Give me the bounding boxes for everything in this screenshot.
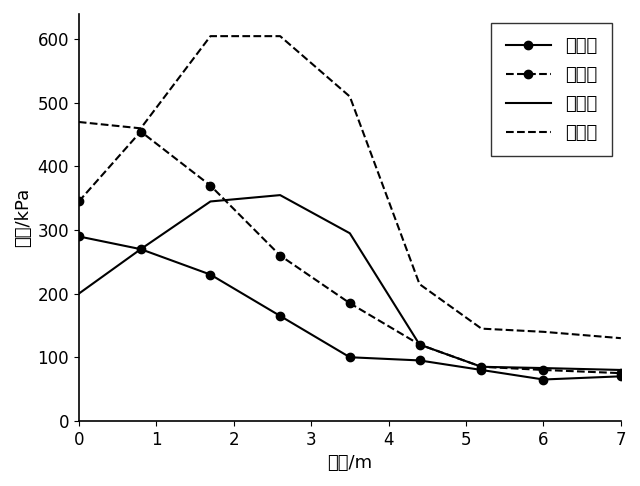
荷位一: [540, 377, 547, 382]
荷位二: [137, 129, 145, 135]
荷位四: [75, 119, 83, 125]
荷位四: [540, 329, 547, 335]
荷位三: [540, 365, 547, 371]
荷位二: [540, 367, 547, 373]
荷位三: [477, 364, 485, 370]
荷位四: [137, 125, 145, 131]
X-axis label: 距离/m: 距离/m: [327, 454, 372, 472]
荷位三: [75, 291, 83, 296]
荷位一: [477, 367, 485, 373]
荷位四: [207, 33, 214, 39]
荷位三: [207, 199, 214, 205]
荷位三: [617, 367, 625, 373]
荷位三: [137, 246, 145, 252]
荷位三: [346, 230, 354, 236]
Line: 荷位二: 荷位二: [75, 127, 625, 377]
荷位四: [416, 281, 424, 287]
荷位一: [416, 358, 424, 364]
荷位四: [477, 326, 485, 331]
荷位二: [617, 370, 625, 376]
Line: 荷位四: 荷位四: [79, 36, 621, 338]
荷位一: [137, 246, 145, 252]
荷位三: [416, 342, 424, 347]
荷位二: [477, 364, 485, 370]
Legend: 荷位一, 荷位二, 荷位三, 荷位四: 荷位一, 荷位二, 荷位三, 荷位四: [491, 23, 612, 156]
荷位二: [207, 183, 214, 189]
荷位一: [207, 272, 214, 278]
荷位三: [276, 192, 284, 198]
荷位一: [346, 354, 354, 360]
荷位四: [617, 335, 625, 341]
荷位四: [346, 94, 354, 100]
Line: 荷位一: 荷位一: [75, 232, 625, 383]
荷位一: [75, 233, 83, 239]
荷位二: [75, 199, 83, 205]
荷位四: [276, 33, 284, 39]
荷位二: [416, 342, 424, 347]
荷位二: [276, 253, 284, 259]
荷位二: [346, 300, 354, 306]
荷位一: [276, 313, 284, 319]
荷位一: [617, 373, 625, 379]
Line: 荷位三: 荷位三: [79, 195, 621, 370]
Y-axis label: 应力/kPa: 应力/kPa: [14, 188, 32, 247]
